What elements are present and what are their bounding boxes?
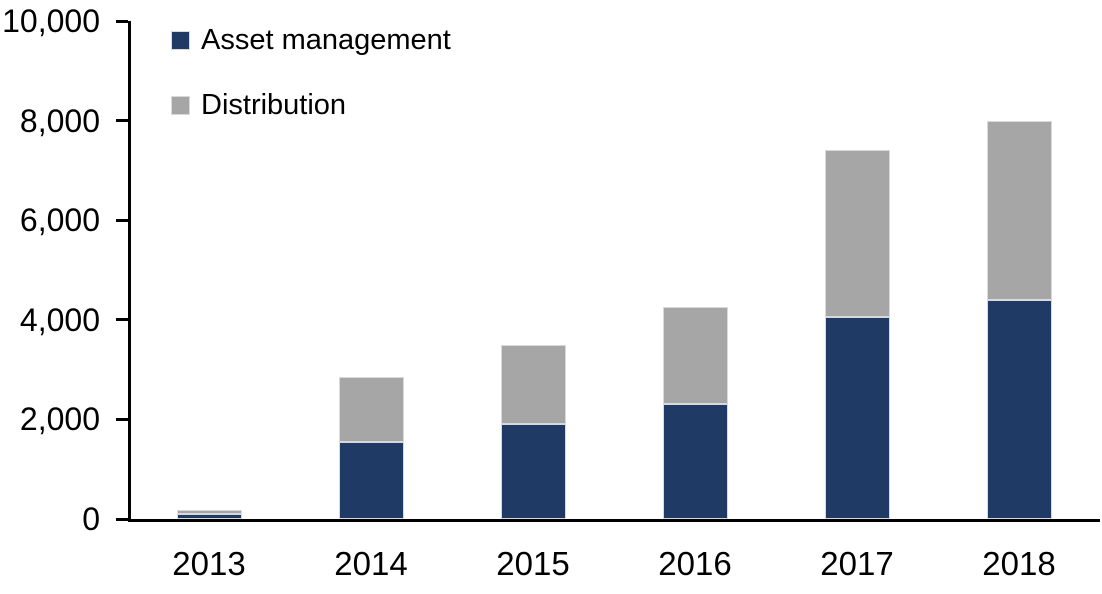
x-axis-label-2015: 2015 [496,545,570,582]
bar-segment-asset-management-2015 [500,424,566,519]
x-axis-label-2018: 2018 [982,545,1056,582]
y-axis-tick [116,517,128,521]
legend-label-asset-management: Asset management [201,24,451,56]
distribution-swatch-icon [171,95,190,115]
bar-segment-asset-management-2013 [176,514,242,519]
legend-label-distribution: Distribution [201,89,347,121]
x-axis-label-2014: 2014 [334,545,408,582]
legend-item-distribution: Distribution [171,88,346,122]
bar-2018 [986,120,1052,519]
bar-segment-distribution-2015 [500,344,566,425]
bar-segment-distribution-2014 [338,377,404,442]
bar-segment-asset-management-2017 [824,317,890,519]
bar-2015 [500,344,566,519]
y-axis-tick [116,417,128,421]
bar-segment-distribution-2017 [824,150,890,318]
x-axis-label-2017: 2017 [820,545,894,582]
y-axis-line [128,21,131,522]
bar-2014 [338,377,404,519]
bar-segment-asset-management-2016 [662,404,728,519]
x-axis-line [128,519,1100,522]
bar-segment-distribution-2016 [662,307,728,405]
asset-management-swatch-icon [171,30,190,50]
y-axis-tick [116,19,128,23]
y-axis-tick-label: 4,000 [19,301,100,338]
y-axis-tick-label: 0 [82,501,100,537]
bar-2017 [824,150,890,519]
y-axis-tick-label: 10,000 [2,3,100,39]
bar-segment-asset-management-2014 [338,441,404,519]
y-axis-tick-label: 8,000 [19,102,100,139]
bar-2013 [176,509,242,519]
y-axis-tick-label: 6,000 [19,202,100,239]
y-axis-tick [116,318,128,322]
y-axis-tick [116,119,128,123]
y-axis-tick [116,218,128,222]
x-axis-label-2016: 2016 [658,545,732,582]
legend-item-asset-management: Asset management [171,23,451,57]
y-axis-tick-label: 2,000 [19,401,100,438]
bar-segment-distribution-2013 [176,509,242,515]
x-axis-label-2013: 2013 [172,545,246,582]
bar-2016 [662,307,728,519]
bar-segment-distribution-2018 [986,120,1052,300]
bar-segment-asset-management-2018 [986,299,1052,519]
